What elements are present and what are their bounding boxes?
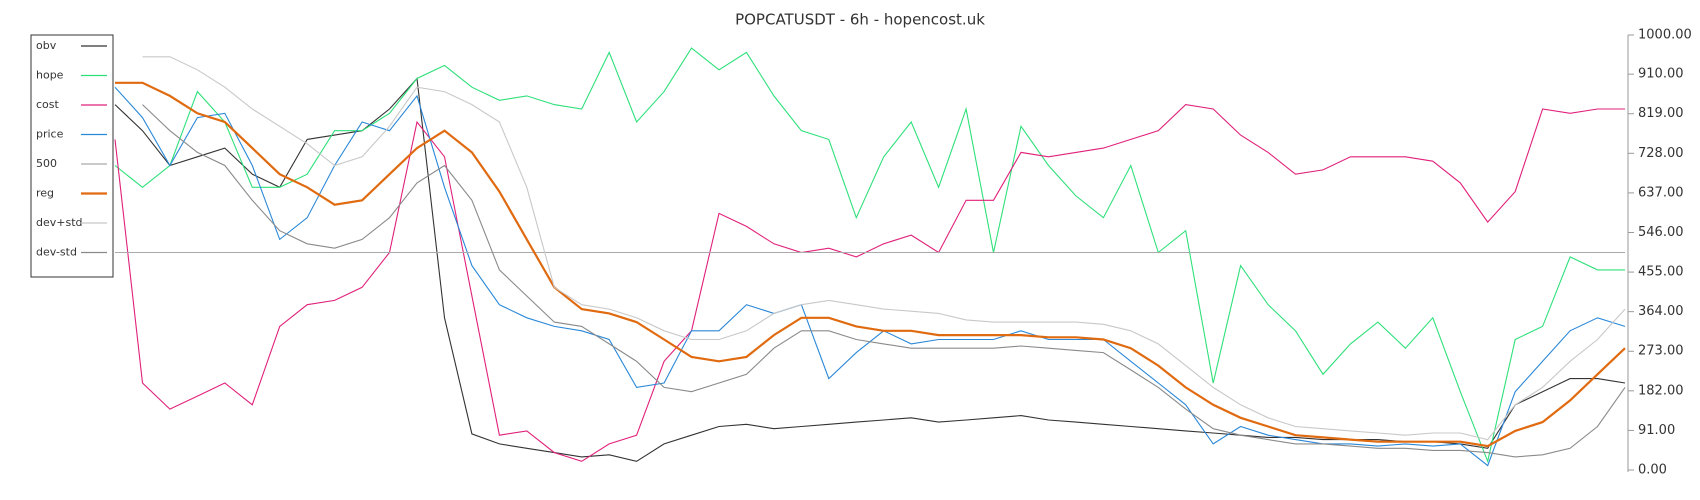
legend-label: cost (36, 98, 60, 111)
y-tick-label: 910.00 (1638, 67, 1684, 82)
legend-label: reg (36, 187, 54, 200)
y-tick-label: 455.00 (1638, 265, 1684, 280)
legend-label: hope (36, 69, 64, 82)
y-tick-label: 546.00 (1638, 225, 1684, 240)
y-tick-label: 0.00 (1638, 463, 1667, 478)
series-line (114, 47, 1625, 464)
chart-title: POPCATUSDT - 6h - hopencost.uk (735, 11, 985, 29)
y-tick-label: 1000.00 (1638, 28, 1692, 43)
legend-label: 500 (36, 157, 57, 170)
series-line (114, 77, 1626, 462)
y-tick-label: 728.00 (1638, 146, 1684, 161)
series-line (142, 104, 1626, 458)
legend-label: obv (36, 39, 57, 52)
legend: obv hope cost price 500 reg dev+std dev-std (30, 34, 114, 278)
y-tick-label: 182.00 (1638, 383, 1684, 398)
series-line (142, 56, 1626, 441)
y-tick-label: 819.00 (1638, 106, 1684, 121)
legend-label: dev+std (36, 216, 83, 229)
legend-label: price (36, 128, 64, 141)
y-tick-label: 364.00 (1638, 304, 1684, 319)
legend-label: dev-std (36, 246, 77, 259)
y-tick-label: 637.00 (1638, 185, 1684, 200)
series-line (115, 81, 1626, 448)
series-line (114, 86, 1626, 467)
y-tick-label: 91.00 (1638, 423, 1675, 438)
series-line (114, 104, 1625, 462)
y-tick-label: 273.00 (1638, 344, 1684, 359)
